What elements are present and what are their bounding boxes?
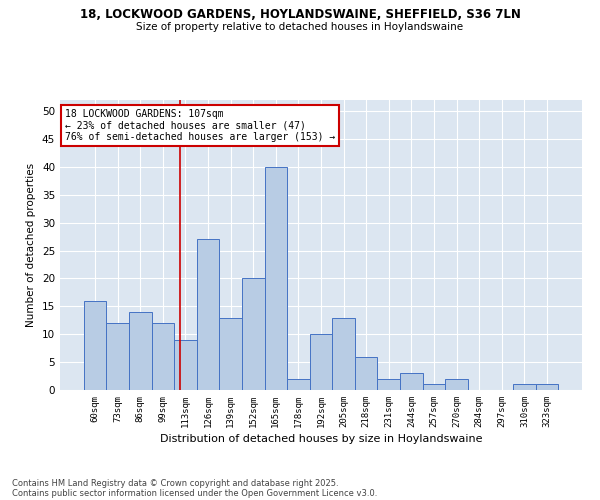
Bar	[287, 379, 310, 390]
Bar	[332, 318, 355, 390]
Bar	[400, 374, 422, 390]
X-axis label: Distribution of detached houses by size in Hoylandswaine: Distribution of detached houses by size …	[160, 434, 482, 444]
Bar	[129, 312, 152, 390]
Bar	[513, 384, 536, 390]
Bar	[220, 318, 242, 390]
Bar	[84, 301, 106, 390]
Text: Contains public sector information licensed under the Open Government Licence v3: Contains public sector information licen…	[12, 488, 377, 498]
Bar	[152, 323, 174, 390]
Bar	[422, 384, 445, 390]
Bar	[377, 379, 400, 390]
Text: 18, LOCKWOOD GARDENS, HOYLANDSWAINE, SHEFFIELD, S36 7LN: 18, LOCKWOOD GARDENS, HOYLANDSWAINE, SHE…	[80, 8, 520, 20]
Bar	[310, 334, 332, 390]
Bar	[242, 278, 265, 390]
Text: Size of property relative to detached houses in Hoylandswaine: Size of property relative to detached ho…	[136, 22, 464, 32]
Bar	[445, 379, 468, 390]
Bar	[197, 240, 220, 390]
Bar	[106, 323, 129, 390]
Bar	[265, 167, 287, 390]
Text: Contains HM Land Registry data © Crown copyright and database right 2025.: Contains HM Land Registry data © Crown c…	[12, 478, 338, 488]
Text: 18 LOCKWOOD GARDENS: 107sqm
← 23% of detached houses are smaller (47)
76% of sem: 18 LOCKWOOD GARDENS: 107sqm ← 23% of det…	[65, 108, 335, 142]
Bar	[355, 356, 377, 390]
Bar	[174, 340, 197, 390]
Bar	[536, 384, 558, 390]
Y-axis label: Number of detached properties: Number of detached properties	[26, 163, 37, 327]
